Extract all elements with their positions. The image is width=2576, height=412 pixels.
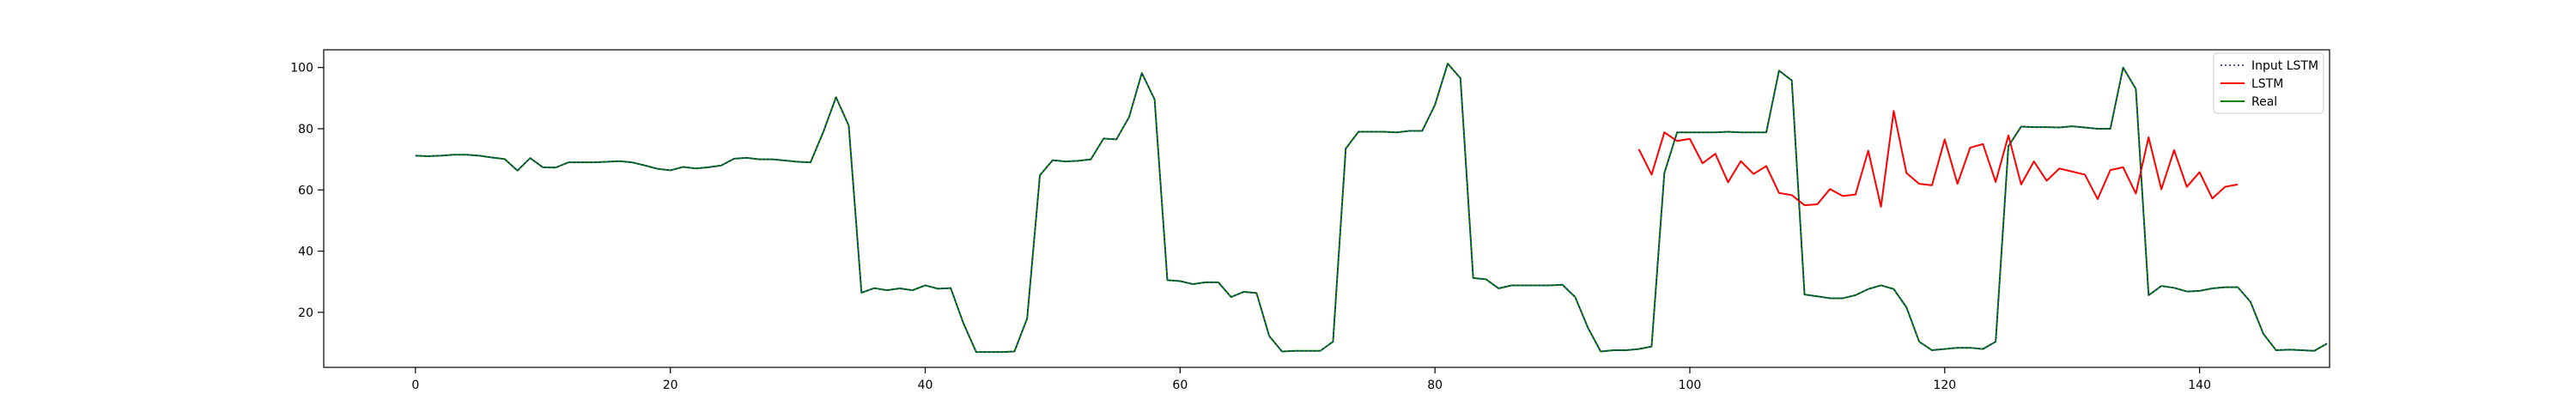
y-tick-label: 20 <box>298 306 313 320</box>
x-tick-label: 140 <box>2188 379 2211 392</box>
x-tick-label: 120 <box>1933 379 1956 392</box>
series-line-lstm <box>1637 110 2239 208</box>
legend: Input LSTM LSTM Real <box>2213 52 2324 114</box>
x-tick-label: 40 <box>918 379 933 392</box>
y-tick-label: 40 <box>298 245 313 259</box>
x-tick-label: 60 <box>1172 379 1188 392</box>
series-line-input-lstm <box>415 63 2328 353</box>
x-tick-label: 20 <box>663 379 678 392</box>
plot-frame <box>323 49 2330 368</box>
legend-label: Real <box>2251 95 2277 109</box>
x-tick-label: 80 <box>1427 379 1443 392</box>
x-tick-label: 100 <box>1679 379 1702 392</box>
y-tick-label: 80 <box>298 123 313 136</box>
y-tick-label: 100 <box>290 62 313 76</box>
y-axis: 20 40 60 80 100 <box>290 62 324 320</box>
legend-label: Input LSTM <box>2251 59 2318 73</box>
x-axis: 0 20 40 60 80 100 120 140 <box>411 367 2211 392</box>
x-tick-label: 0 <box>411 379 419 392</box>
legend-label: LSTM <box>2251 77 2283 91</box>
series-layer <box>415 63 2328 354</box>
y-tick-label: 60 <box>298 184 313 197</box>
legend-box <box>2213 52 2324 114</box>
